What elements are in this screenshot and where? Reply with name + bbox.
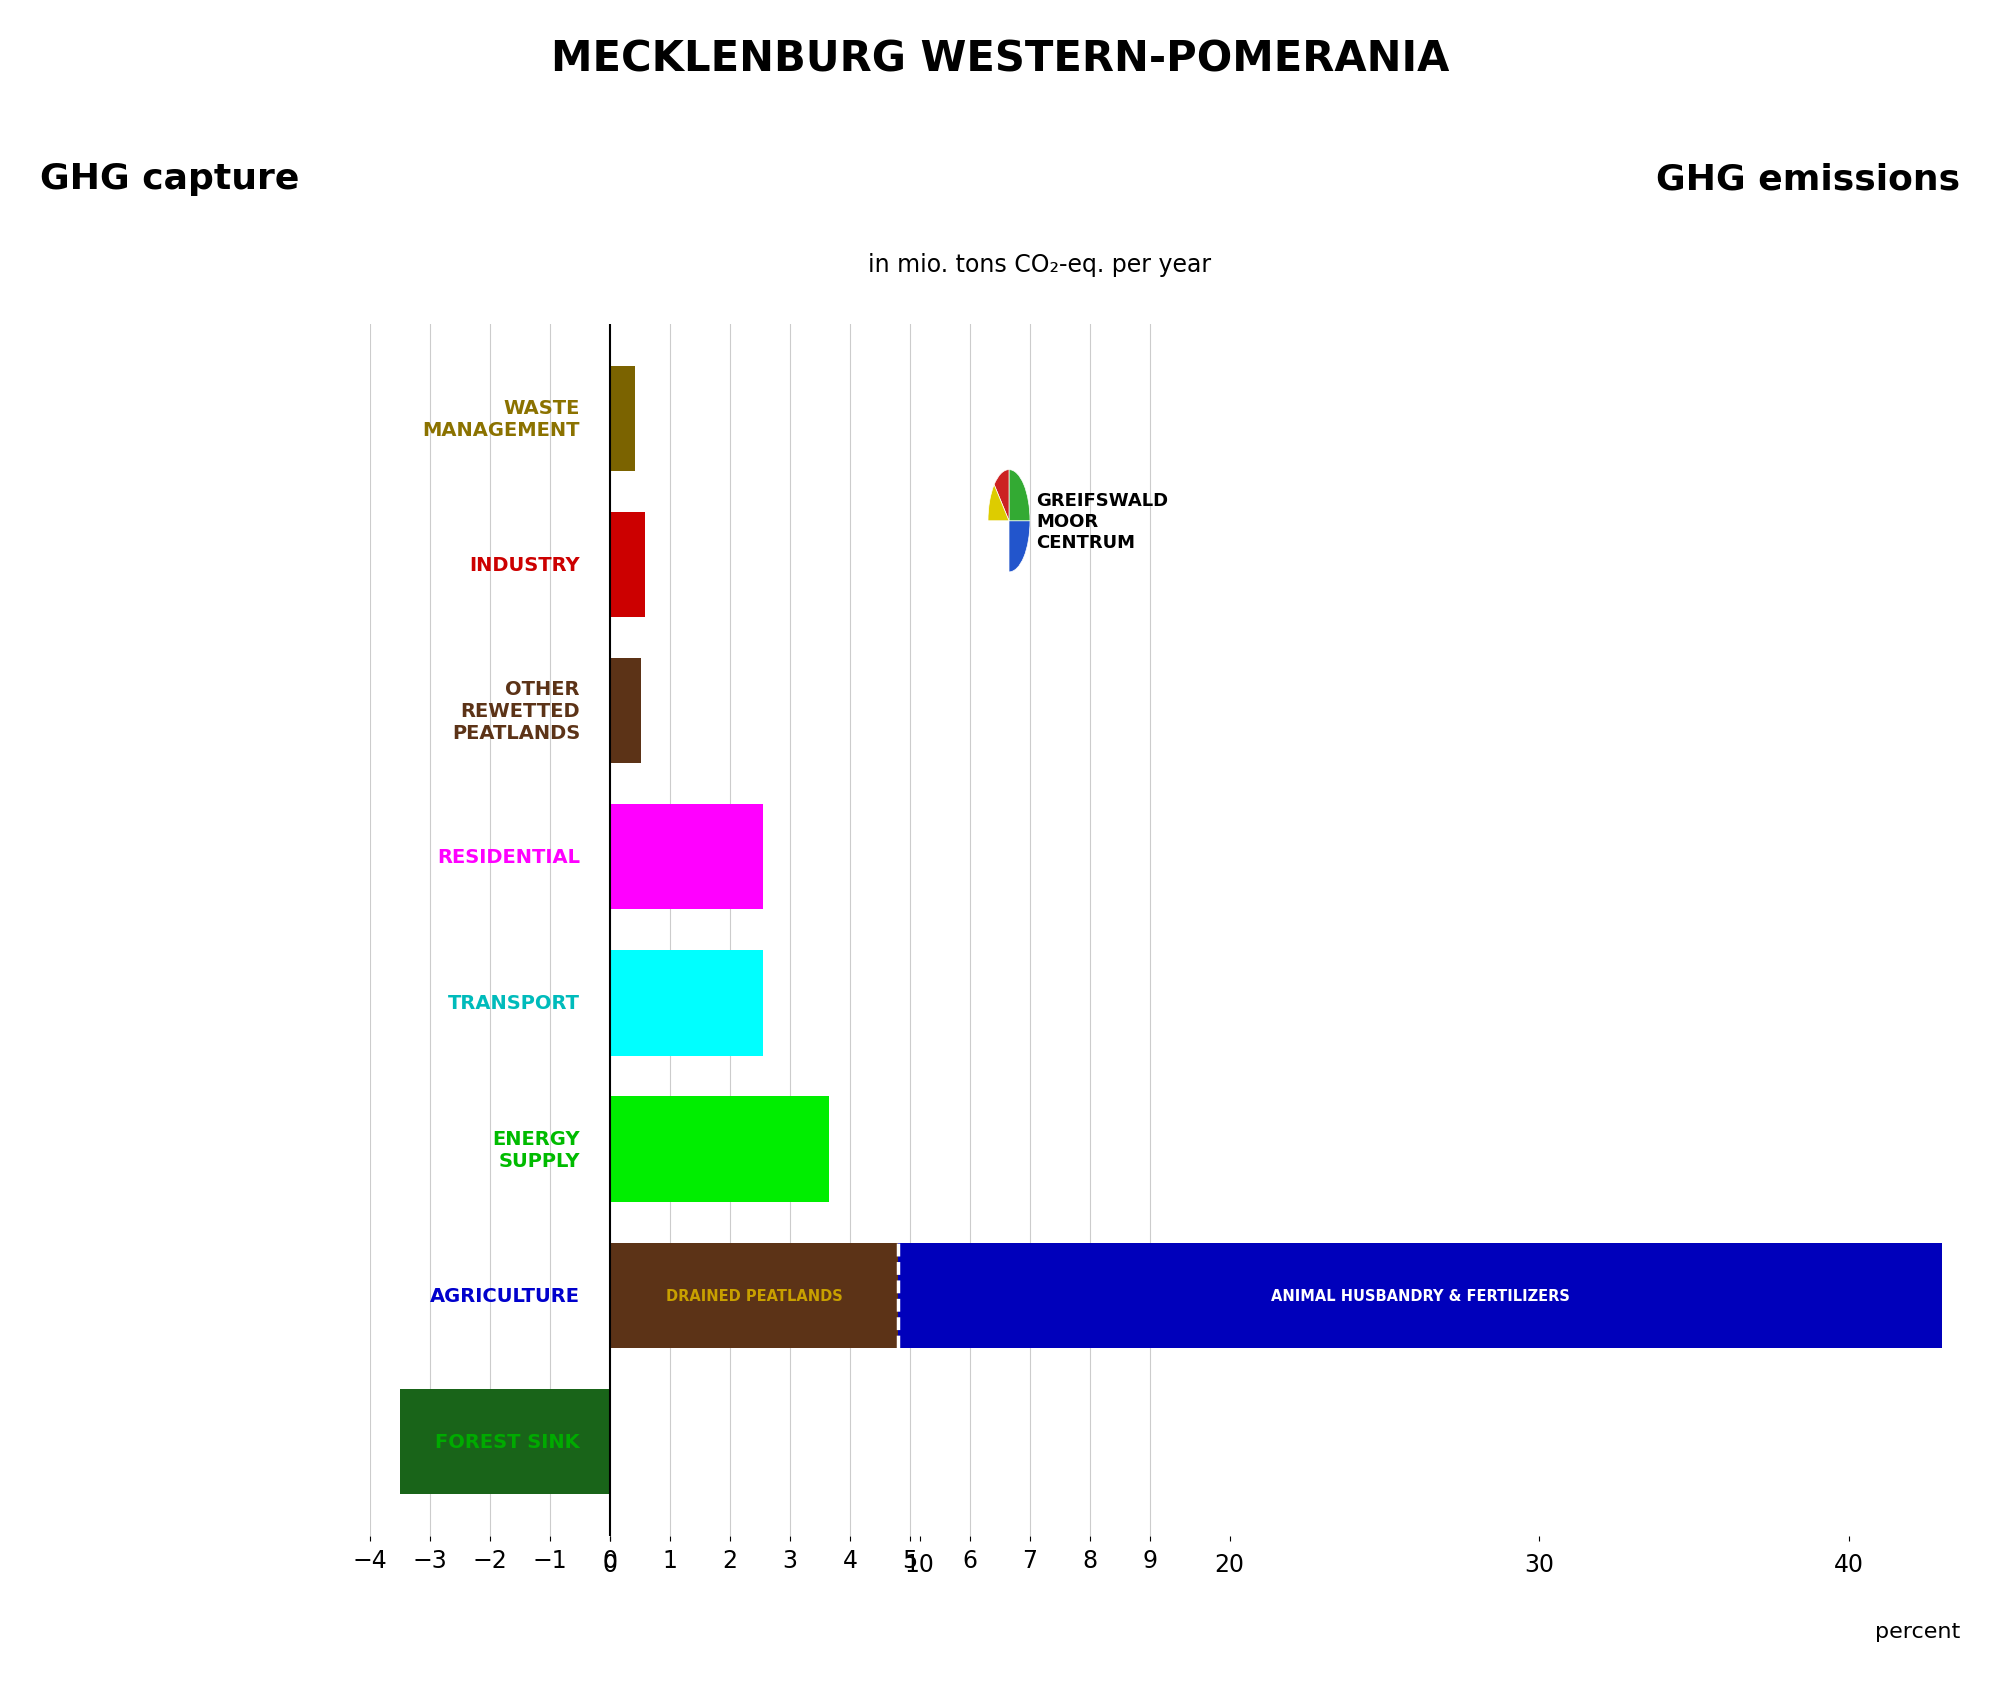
Bar	[610, 367, 636, 471]
Bar	[898, 1243, 1942, 1349]
Text: FOREST SINK: FOREST SINK	[436, 1432, 580, 1451]
Bar	[610, 804, 764, 910]
Text: GHG emissions: GHG emissions	[1656, 162, 1960, 196]
Bar	[610, 659, 642, 763]
Wedge shape	[994, 471, 1010, 521]
Text: percent: percent	[1874, 1622, 1960, 1640]
Text: AGRICULTURE: AGRICULTURE	[430, 1285, 580, 1304]
Text: GHG capture: GHG capture	[40, 162, 300, 196]
Wedge shape	[1010, 471, 1030, 521]
Wedge shape	[1010, 521, 1030, 572]
Text: ENERGY
SUPPLY: ENERGY SUPPLY	[492, 1128, 580, 1169]
Bar	[400, 1389, 610, 1494]
Bar	[610, 1243, 898, 1349]
Text: OTHER
REWETTED
PEATLANDS: OTHER REWETTED PEATLANDS	[452, 679, 580, 743]
Text: INDUSTRY: INDUSTRY	[470, 556, 580, 575]
Text: TRANSPORT: TRANSPORT	[448, 993, 580, 1012]
Text: ANIMAL HUSBANDRY & FERTILIZERS: ANIMAL HUSBANDRY & FERTILIZERS	[1270, 1287, 1570, 1302]
Text: GREIFSWALD
MOOR
CENTRUM: GREIFSWALD MOOR CENTRUM	[1036, 492, 1168, 551]
Bar	[610, 512, 644, 618]
Text: MECKLENBURG WESTERN-POMERANIA: MECKLENBURG WESTERN-POMERANIA	[550, 39, 1450, 80]
Text: RESIDENTIAL: RESIDENTIAL	[436, 848, 580, 867]
Text: WASTE
MANAGEMENT: WASTE MANAGEMENT	[422, 399, 580, 440]
Text: DRAINED PEATLANDS: DRAINED PEATLANDS	[666, 1287, 842, 1302]
Bar	[610, 951, 764, 1057]
Bar	[610, 1098, 830, 1202]
Wedge shape	[988, 485, 1010, 521]
Text: in mio. tons CO₂-eq. per year: in mio. tons CO₂-eq. per year	[868, 253, 1212, 277]
